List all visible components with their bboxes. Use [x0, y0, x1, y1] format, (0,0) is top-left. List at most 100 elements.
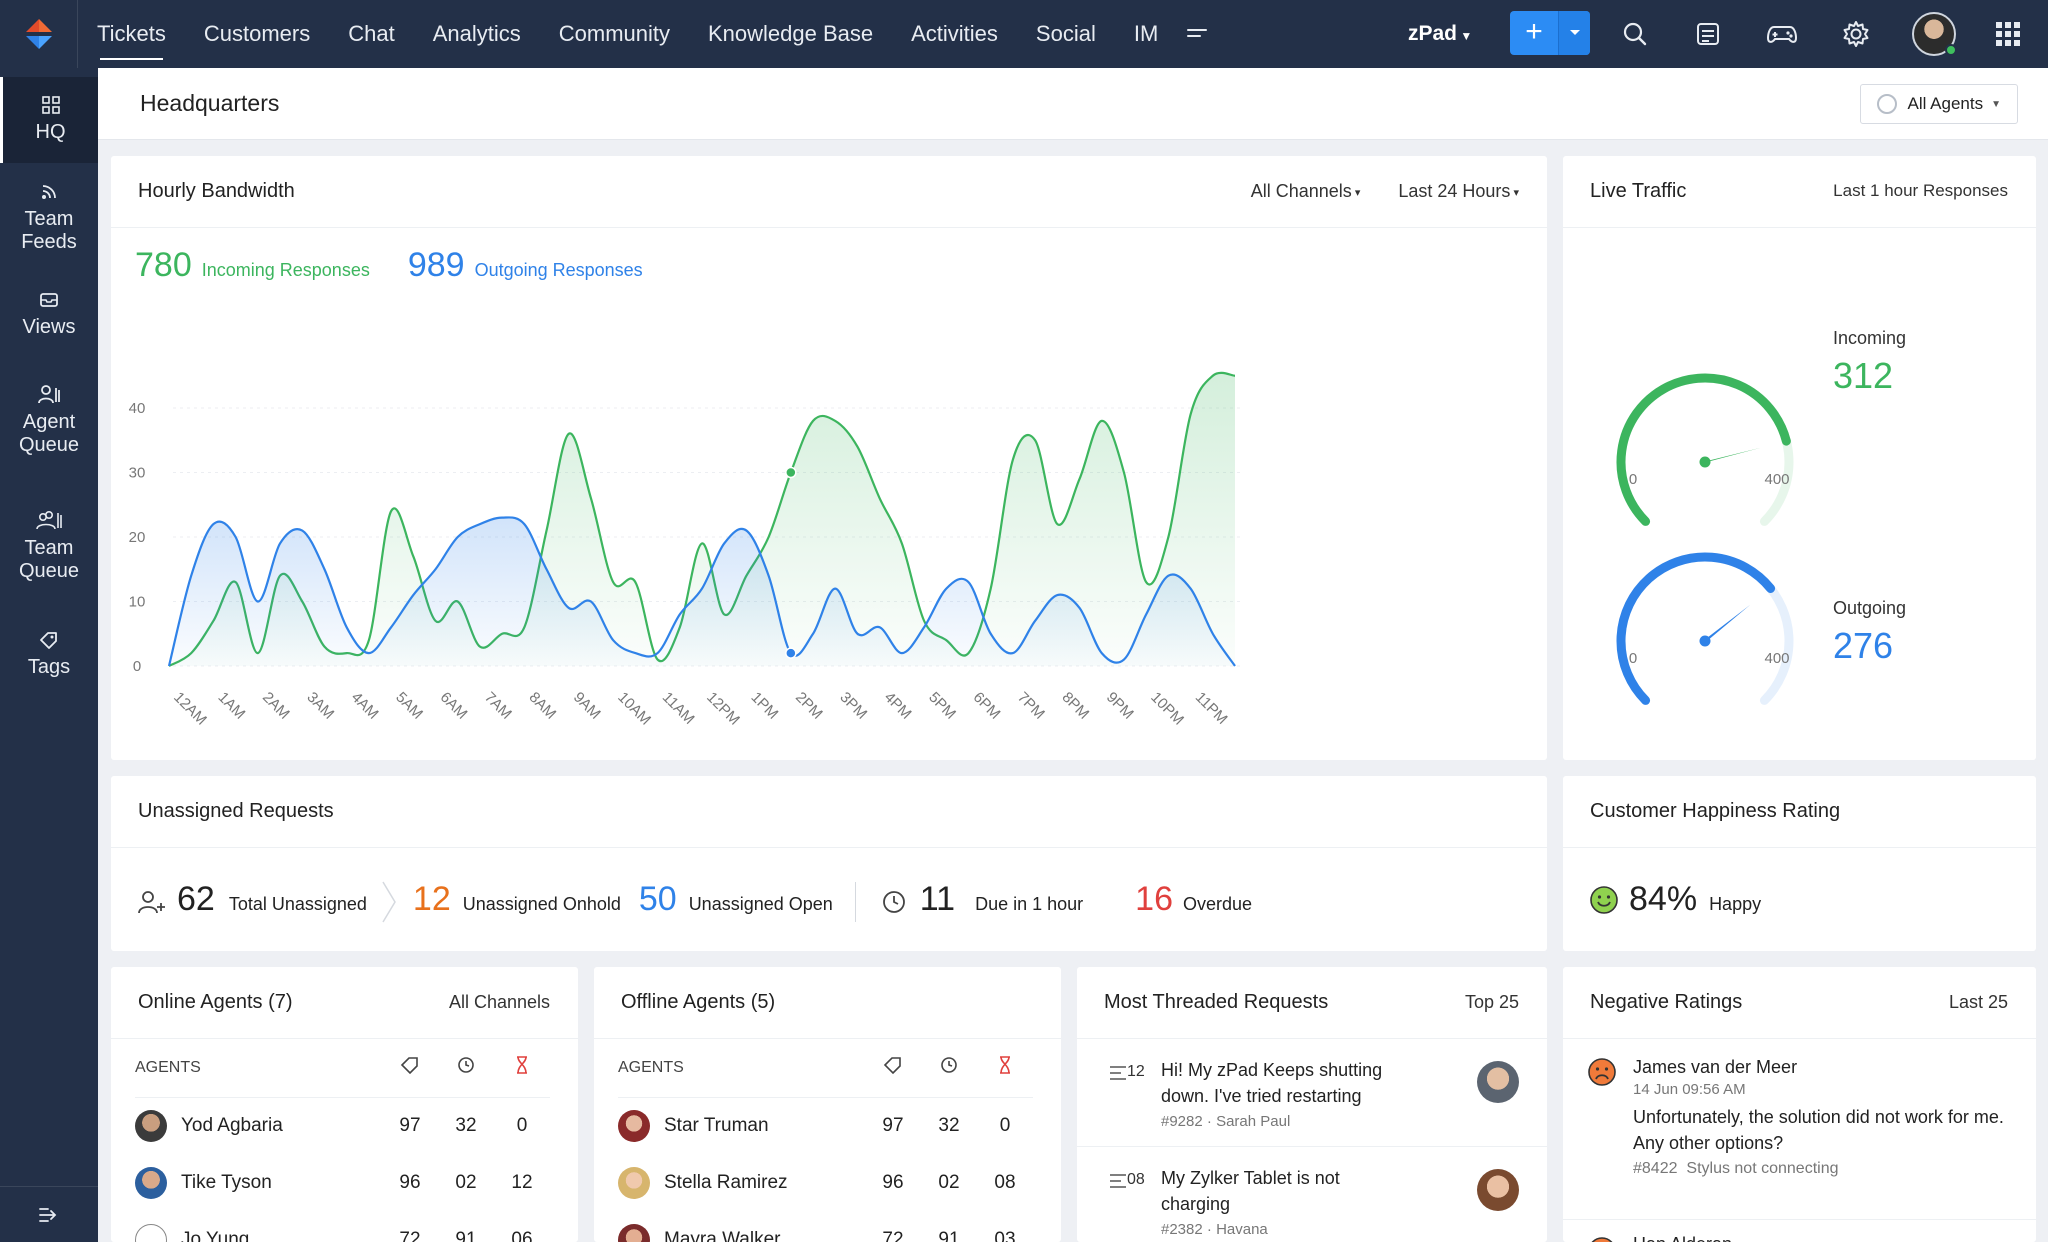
app-logo[interactable]	[0, 0, 78, 68]
department-selector[interactable]: zPad ▼	[1408, 22, 1473, 45]
incoming-total: 780	[135, 246, 192, 284]
gauge-max-label: 400	[1764, 650, 1789, 667]
sidebar-item-views[interactable]: Views	[0, 273, 98, 357]
sidebar-item-team-feeds[interactable]: Team Feeds	[0, 163, 98, 273]
table-row[interactable]: Jo Yung 72 91 06	[135, 1211, 550, 1242]
user-avatar[interactable]	[1912, 12, 1957, 56]
onhold-label: Unassigned Onhold	[462, 894, 621, 914]
x-tick-label: 6AM	[437, 689, 471, 723]
agent-queue-icon	[38, 384, 60, 403]
list-item[interactable]: Han Alderan	[1563, 1219, 2036, 1242]
card-title: Customer Happiness Rating	[1590, 800, 1841, 822]
table-row[interactable]: Star Truman 97 32 0	[618, 1097, 1033, 1154]
divider	[854, 882, 856, 922]
gauge-min-label: 0	[1629, 471, 1637, 488]
x-tick-label: 7PM	[1014, 689, 1048, 723]
ticket-number: #8422	[1633, 1160, 1678, 1177]
agent-stat: 08	[994, 1171, 1016, 1193]
list-item[interactable]: 08 My Zylker Tablet is not charging #238…	[1077, 1147, 1547, 1242]
nav-tickets[interactable]: Tickets	[78, 0, 185, 68]
sidebar-item-team-queue[interactable]: Team Queue	[0, 483, 98, 609]
happiness-label: Happy	[1709, 894, 1762, 914]
incoming-gauge-value: 312	[1833, 355, 1894, 396]
agents-filter-dropdown[interactable]: All Agents ▼	[1860, 84, 2018, 124]
list-item[interactable]: James van der Meer 14 Jun 09:56 AM Unfor…	[1563, 1039, 2036, 1219]
sidebar-item-hq[interactable]: HQ	[0, 77, 98, 163]
agent-stat: 96	[399, 1171, 421, 1193]
sad-face-icon	[1588, 1058, 1616, 1086]
nav-analytics[interactable]: Analytics	[432, 21, 521, 46]
settings-gear-icon[interactable]	[1841, 19, 1871, 49]
card-header: Hourly Bandwidth All Channels Last 24 Ho…	[111, 156, 1547, 228]
chevron-down-icon[interactable]	[1558, 11, 1590, 55]
agent-avatar	[618, 1166, 650, 1199]
agent-stat: 0	[516, 1114, 528, 1136]
x-tick-label: 6PM	[970, 689, 1004, 723]
page-title: Headquarters	[140, 90, 280, 116]
live-traffic-subtitle: Last 1 hour Responses	[1833, 181, 2008, 200]
incoming-gauge: 0 400	[1616, 373, 1794, 526]
table-row[interactable]: Tike Tyson 96 02 12	[135, 1154, 550, 1211]
ticket-subject: Stylus not connecting	[1686, 1160, 1839, 1177]
online-agents-filter[interactable]: All Channels	[448, 992, 550, 1012]
agent-stat: 91	[938, 1228, 960, 1242]
new-item-button[interactable]: +	[1510, 11, 1590, 55]
rating-body: James van der Meer 14 Jun 09:56 AM Unfor…	[1633, 1057, 2013, 1178]
nav-activities[interactable]: Activities	[911, 21, 998, 46]
agent-name: Jo Yung	[181, 1228, 250, 1242]
gamepad-icon[interactable]	[1767, 19, 1797, 49]
notes-icon[interactable]	[1693, 19, 1723, 49]
rating-time: 14 Jun 09:56 AM	[1633, 1081, 1746, 1098]
request-subject: My Zylker Tablet is not charging	[1161, 1168, 1340, 1214]
rating-comment: Unfortunately, the solution did not work…	[1633, 1107, 2004, 1153]
due-count[interactable]: 11	[919, 880, 956, 918]
open-count[interactable]: 50	[638, 880, 677, 918]
card-title: Offline Agents (5)	[621, 991, 776, 1013]
negative-filter[interactable]: Last 25	[1948, 992, 2008, 1012]
sidebar-item-agent-queue[interactable]: Agent Queue	[0, 357, 98, 483]
request-meta: #9282 · Sarah Paul	[1161, 1113, 1291, 1130]
agent-stat: 12	[511, 1171, 533, 1193]
most-threaded-requests-card: Most Threaded Requests Top 25 12 Hi! My …	[1077, 967, 1547, 1242]
card-header: Offline Agents (5)	[594, 967, 1061, 1039]
gauge-needle	[1703, 604, 1751, 641]
more-modules-icon[interactable]	[1177, 0, 1217, 68]
apps-grid-icon[interactable]	[1993, 19, 2023, 49]
column-header-agents: AGENTS	[135, 1039, 382, 1098]
desk-logo-icon	[25, 19, 52, 49]
nav-customers[interactable]: Customers	[203, 21, 311, 46]
x-tick-label: 9PM	[1103, 689, 1137, 723]
x-tick-label: 8AM	[526, 689, 560, 723]
left-sidebar: HQ Team Feeds Views Agent Queue Team Que…	[0, 68, 98, 1242]
card-header: Live Traffic Last 1 hour Responses	[1563, 156, 2036, 228]
overdue-count[interactable]: 16	[1135, 880, 1173, 918]
threaded-filter[interactable]: Top 25	[1464, 992, 1519, 1012]
collapse-sidebar-icon[interactable]	[0, 1186, 98, 1242]
top-navigation-bar: Tickets Customers Chat Analytics Communi…	[0, 0, 2048, 68]
outgoing-label: Outgoing Responses	[474, 260, 643, 280]
nav-im[interactable]: IM	[1133, 21, 1159, 46]
thread-icon	[1110, 1174, 1126, 1188]
onhold-count[interactable]: 12	[412, 880, 451, 918]
channel-filter-dropdown[interactable]: All Channels	[1251, 181, 1361, 202]
table-row[interactable]: Yod Agbaria 97 32 0	[135, 1097, 550, 1154]
list-item[interactable]: 12 Hi! My zPad Keeps shutting down. I've…	[1077, 1039, 1547, 1147]
nav-knowledge-base[interactable]: Knowledge Base	[708, 21, 874, 46]
gauge-min-label: 0	[1629, 650, 1637, 667]
total-unassigned-count[interactable]: 62	[177, 880, 215, 918]
x-tick-label: 3AM	[303, 689, 337, 723]
nav-community[interactable]: Community	[558, 21, 670, 46]
search-icon[interactable]	[1620, 19, 1650, 49]
offline-agents-table: AGENTS Star Truman 97 32 0 Stella Ramire…	[618, 1039, 1033, 1242]
requester-avatar	[1477, 1169, 1519, 1211]
negative-ratings-card: Negative Ratings Last 25 James van der M…	[1563, 967, 2036, 1242]
x-tick-label: 11PM	[1192, 689, 1231, 728]
online-agents-table: AGENTS Yod Agbaria 97 32 0 Tike Tyson 96…	[135, 1039, 550, 1242]
table-row[interactable]: Stella Ramirez 96 02 08	[618, 1154, 1033, 1211]
nav-chat[interactable]: Chat	[348, 21, 395, 46]
time-range-dropdown[interactable]: Last 24 Hours	[1398, 181, 1519, 202]
thread-count: 12	[1127, 1063, 1145, 1080]
sidebar-item-tags[interactable]: Tags	[0, 609, 98, 701]
table-row[interactable]: Mayra Walker 72 91 03	[618, 1211, 1033, 1242]
nav-social[interactable]: Social	[1035, 21, 1096, 46]
